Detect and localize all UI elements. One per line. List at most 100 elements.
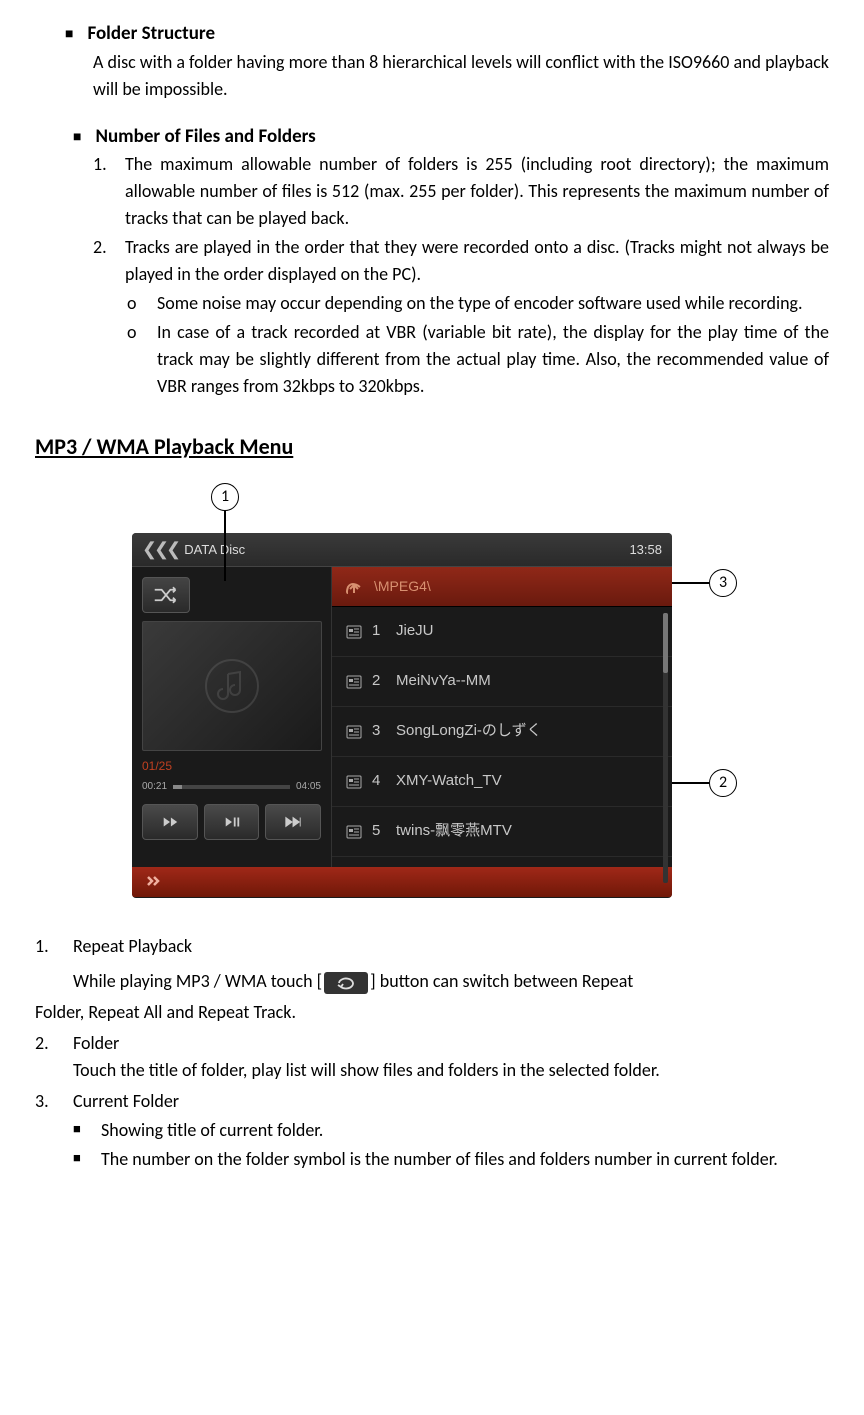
item-title: Folder bbox=[73, 1030, 829, 1057]
callout-1: 1 bbox=[211, 483, 239, 511]
track-name: SongLongZi-のしずく bbox=[396, 720, 542, 743]
item-text: Some noise may occur depending on the ty… bbox=[157, 290, 829, 317]
item-title: Repeat Playback bbox=[73, 933, 829, 960]
repeat-icon bbox=[335, 976, 357, 990]
callout-label: 2 bbox=[719, 771, 727, 795]
description-list: 1. Repeat Playback While playing MP3 / W… bbox=[35, 933, 829, 1175]
desc-item-3: 3. Current Folder ■ Showing title of cur… bbox=[35, 1088, 829, 1175]
bullet-icon: ■ bbox=[73, 1117, 87, 1144]
sub-list-item: o In case of a track recorded at VBR (va… bbox=[127, 319, 829, 400]
file-icon bbox=[346, 825, 362, 839]
callout-label: 3 bbox=[719, 571, 727, 595]
sub-list-item: o Some noise may occur depending on the … bbox=[127, 290, 829, 317]
playback-menu-figure: 1 3 2 ❮❮❮ DATA Disc 13:58 bbox=[117, 483, 747, 913]
bullet-text: The number on the folder symbol is the n… bbox=[101, 1146, 829, 1173]
bullet-icon: ■ bbox=[65, 20, 73, 48]
list-item: 2. Tracks are played in the order that t… bbox=[93, 234, 829, 288]
drawer-chevron-icon bbox=[144, 875, 168, 889]
player-screen: ❮❮❮ DATA Disc 13:58 01/25 bbox=[132, 533, 672, 898]
track-name: JieJU bbox=[396, 620, 434, 643]
bullet-text: Showing title of current folder. bbox=[101, 1117, 829, 1144]
playlist-scrollbar[interactable] bbox=[663, 613, 668, 883]
play-pause-button[interactable] bbox=[204, 804, 260, 840]
track-row[interactable]: 3 SongLongZi-のしずく bbox=[332, 707, 672, 757]
playlist-panel: \MPEG4\ 1 JieJU 2 MeiNvYa--MM 3 SongLongZi-のし… bbox=[332, 567, 672, 867]
text-fragment: While playing MP3 / WMA touch [ bbox=[73, 970, 322, 992]
item-title: Current Folder bbox=[73, 1088, 829, 1115]
bullet-icon: ■ bbox=[73, 1146, 87, 1173]
repeat-icon-inline bbox=[324, 972, 368, 994]
callout-line bbox=[224, 511, 226, 581]
folder-path: \MPEG4\ bbox=[374, 576, 431, 597]
track-number: 3 bbox=[372, 720, 386, 743]
section-folder-structure: ■ Folder Structure A disc with a folder … bbox=[65, 20, 829, 103]
current-folder-header[interactable]: \MPEG4\ bbox=[332, 567, 672, 607]
sub-bullet: ■ Showing title of current folder. bbox=[73, 1117, 829, 1144]
source-label: DATA Disc bbox=[184, 540, 245, 560]
file-icon bbox=[346, 775, 362, 789]
bottom-drawer[interactable] bbox=[132, 867, 672, 897]
clock: 13:58 bbox=[629, 540, 662, 560]
section-title: Folder Structure bbox=[87, 20, 215, 49]
track-number: 5 bbox=[372, 820, 386, 843]
sub-bullet: ■ The number on the folder symbol is the… bbox=[73, 1146, 829, 1173]
track-name: XMY-Watch_TV bbox=[396, 770, 502, 793]
item-number: 1. bbox=[93, 151, 115, 232]
section-title: Number of Files and Folders bbox=[95, 123, 315, 152]
item-paragraph: While playing MP3 / WMA touch [] button … bbox=[73, 968, 829, 995]
section-files-folders: ■ Number of Files and Folders 1. The max… bbox=[65, 123, 829, 401]
item-number: 3. bbox=[35, 1088, 59, 1175]
track-row[interactable]: 4 XMY-Watch_TV bbox=[332, 757, 672, 807]
play-pause-icon bbox=[223, 815, 241, 829]
callout-2: 2 bbox=[709, 769, 737, 797]
item1-continuation: Folder, Repeat All and Repeat Track. bbox=[35, 999, 829, 1026]
next-button[interactable] bbox=[265, 804, 321, 840]
track-name: MeiNvYa--MM bbox=[396, 670, 491, 693]
desc-item-1: 1. Repeat Playback While playing MP3 / W… bbox=[35, 933, 829, 995]
file-icon bbox=[346, 725, 362, 739]
section-heading: MP3 / WMA Playback Menu bbox=[35, 430, 829, 463]
item-body: Touch the title of folder, play list wil… bbox=[73, 1057, 829, 1084]
callout-3: 3 bbox=[709, 569, 737, 597]
item-number: 2. bbox=[35, 1030, 59, 1084]
track-number: 2 bbox=[372, 670, 386, 693]
section-body: A disc with a folder having more than 8 … bbox=[93, 49, 829, 103]
callout-line bbox=[672, 782, 709, 784]
shuffle-icon bbox=[153, 585, 179, 605]
shuffle-button[interactable] bbox=[142, 577, 190, 613]
track-row[interactable]: 1 JieJU bbox=[332, 607, 672, 657]
track-row[interactable]: 5 twins-飘零燕MTV bbox=[332, 807, 672, 857]
track-name: twins-飘零燕MTV bbox=[396, 820, 512, 843]
time-elapsed: 00:21 bbox=[142, 779, 167, 794]
desc-item-2: 2. Folder Touch the title of folder, pla… bbox=[35, 1030, 829, 1084]
back-chevron-icon[interactable]: ❮❮❮ bbox=[142, 536, 178, 563]
screen-titlebar: ❮❮❮ DATA Disc 13:58 bbox=[132, 533, 672, 567]
folder-up-icon bbox=[344, 579, 364, 595]
file-icon bbox=[346, 625, 362, 639]
playback-controls bbox=[142, 804, 321, 840]
item-number: 1. bbox=[35, 933, 59, 995]
item-text: The maximum allowable number of folders … bbox=[125, 151, 829, 232]
scrollbar-thumb[interactable] bbox=[663, 613, 668, 673]
progress-fill bbox=[173, 785, 182, 789]
prev-button[interactable] bbox=[142, 804, 198, 840]
list-item: 1. The maximum allowable number of folde… bbox=[93, 151, 829, 232]
track-row[interactable]: 2 MeiNvYa--MM bbox=[332, 657, 672, 707]
prev-icon bbox=[161, 815, 179, 829]
item-text: Tracks are played in the order that they… bbox=[125, 234, 829, 288]
track-number: 4 bbox=[372, 770, 386, 793]
item-marker: o bbox=[127, 319, 143, 400]
track-number: 1 bbox=[372, 620, 386, 643]
time-total: 04:05 bbox=[296, 779, 321, 794]
album-art bbox=[142, 621, 322, 751]
progress-bar[interactable] bbox=[173, 785, 290, 789]
bullet-icon: ■ bbox=[73, 123, 81, 151]
next-icon bbox=[284, 815, 302, 829]
progress-row: 00:21 04:05 bbox=[142, 779, 321, 794]
item-number: 2. bbox=[93, 234, 115, 288]
file-icon bbox=[346, 675, 362, 689]
item-text: In case of a track recorded at VBR (vari… bbox=[157, 319, 829, 400]
music-note-icon bbox=[202, 656, 262, 716]
track-counter: 01/25 bbox=[142, 757, 321, 775]
callout-line bbox=[672, 582, 709, 584]
